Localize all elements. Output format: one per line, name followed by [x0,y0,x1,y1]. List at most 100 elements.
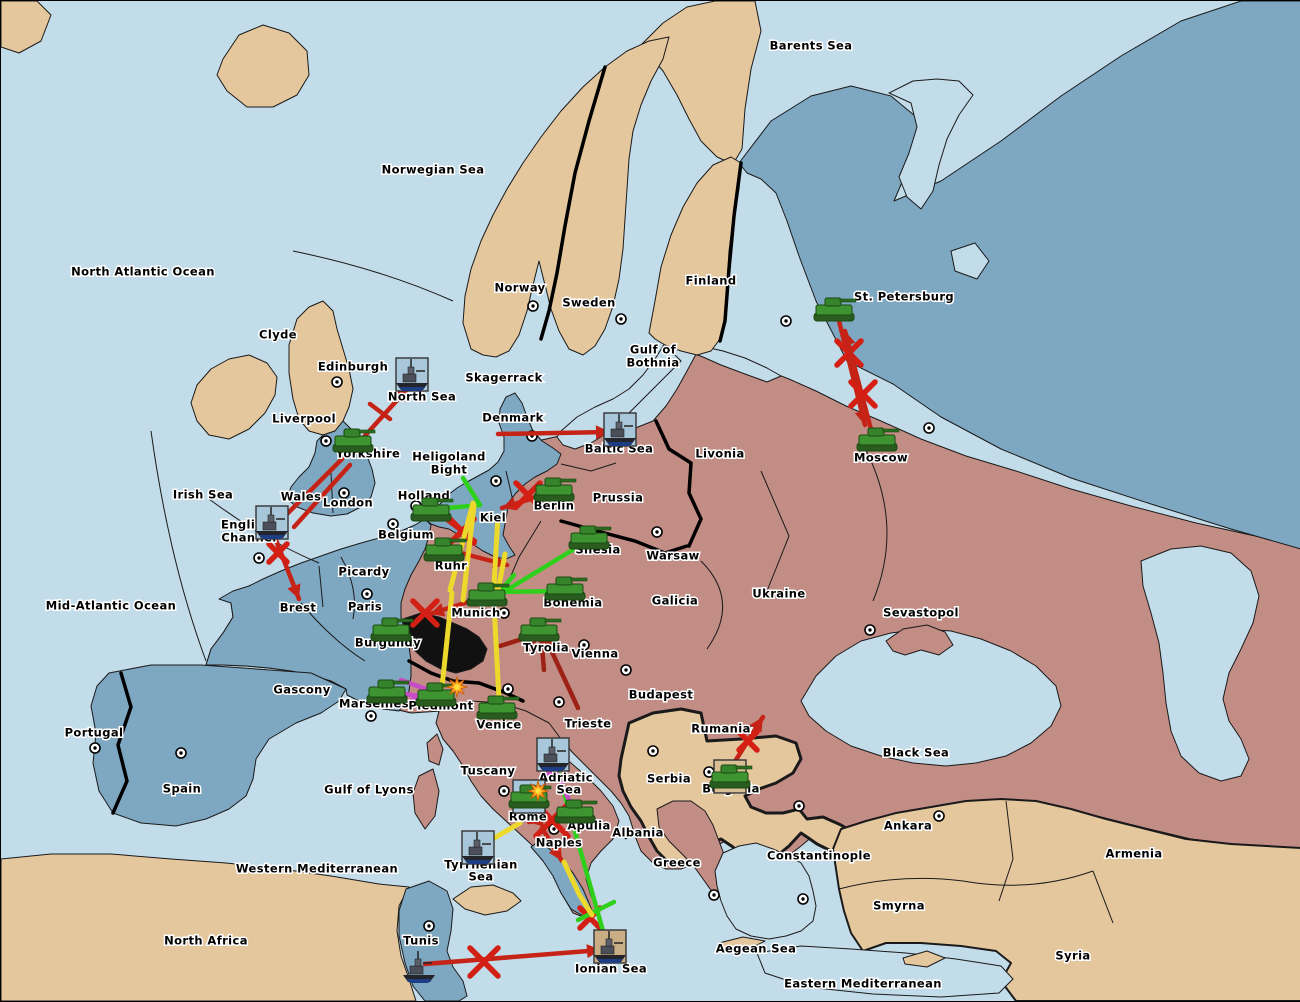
region-sardinia[interactable] [412,768,440,830]
unit-army-venice[interactable] [476,695,520,720]
region-finnmark[interactable] [640,1,762,165]
unit-fleet-north-sea[interactable] [395,357,429,392]
unit-army-apulia[interactable] [554,799,598,824]
label-sea: Sea [468,870,493,884]
region-britain-north[interactable] [288,300,354,436]
unit-fleet-tunis[interactable] [403,951,435,983]
region-cyprus[interactable] [902,950,946,968]
label-belgium: Belgium [378,528,434,542]
supply-center-edinburgh [331,376,343,388]
unit-fleet-ionian-sea[interactable] [593,929,627,964]
border-north-sea-line [292,250,454,302]
unit-army-piedmont[interactable] [415,682,459,707]
unit-army-st-petersburg[interactable] [813,297,857,322]
region-crete[interactable] [718,936,766,952]
order-line-2 [283,456,345,518]
label-smyrna: Smyrna [873,899,925,913]
label-norway: Norway [494,281,545,295]
label-armenia: Armenia [1105,847,1162,861]
region-black-sea-water[interactable] [800,628,1062,767]
unit-army-bulgaria-dislodged[interactable] [709,759,753,794]
unit-army-holland[interactable] [410,497,454,522]
region-aegean-water[interactable] [714,842,817,940]
region-turkey[interactable] [832,798,1300,1001]
unit-fleet-adriatic-sea[interactable] [536,737,570,772]
region-greenland[interactable] [1,1,52,54]
region-naples-region[interactable] [530,840,594,918]
unit-army-yorkshire[interactable] [332,428,376,453]
label-kiel: Kiel [480,511,506,525]
supply-center-london [338,487,350,499]
order-line-36 [561,859,595,918]
region-lake-ladoga[interactable] [950,242,990,280]
label-wales: Wales [281,490,322,504]
supply-center-liverpool [320,435,332,447]
unit-army-bohemia[interactable] [544,576,588,601]
region-caspian-sea[interactable] [1140,545,1260,782]
label-sweden: Sweden [562,296,615,310]
region-north-africa[interactable] [1,853,417,1001]
region-white-sea[interactable] [888,78,974,210]
unit-fleet-baltic-sea[interactable] [603,412,637,447]
unit-army-berlin[interactable] [533,477,577,502]
label-black-sea: Black Sea [883,746,949,760]
border-wales-london [330,472,334,514]
label-spain: Spain [163,782,201,796]
order-line-30 [460,502,477,603]
label-prussia: Prussia [593,491,643,505]
label-paris: Paris [348,600,382,614]
border-norway-sweden [539,65,607,341]
label-liverpool: Liverpool [272,412,336,426]
border-paris-burgundy [340,556,355,620]
order-line-33 [491,601,502,702]
region-scandinavia[interactable] [462,36,670,358]
label-picardy: Picardy [338,565,389,579]
label-moscow: Moscow [854,451,908,465]
order-line-4 [266,532,302,602]
supply-center-sevastopol [864,624,876,636]
order-line-12 [731,714,766,766]
supply-center-portugal [89,742,101,754]
label-clyde: Clyde [259,328,297,342]
unit-fleet-tyrrhenian-sea[interactable] [461,830,495,865]
border-livonia-moscow [760,470,790,592]
label-sevastopol: Sevastopol [883,606,959,620]
unit-army-burgundy[interactable] [370,617,414,642]
region-iceland[interactable] [216,24,310,108]
label-venice: Venice [476,718,521,732]
region-gulf-of-finland[interactable] [692,345,782,383]
region-eastern-med-water[interactable] [756,945,1014,998]
supply-center-warsaw [651,526,663,538]
label-eastern-mediterranean: Eastern Mediterranean [784,977,942,991]
label-ankara: Ankara [884,819,932,833]
region-crimea[interactable] [885,624,954,656]
unit-army-marseilles[interactable] [366,679,410,704]
label-galicia: Galicia [652,594,698,608]
order-line-23 [460,475,483,508]
label-gulf-of-lyons: Gulf of Lyons [324,783,414,797]
region-ireland[interactable] [190,354,278,440]
order-line-3 [291,462,353,530]
region-baltic-sea-water[interactable] [556,342,682,450]
unit-army-tyrolia[interactable] [518,617,562,642]
region-corsica[interactable] [426,733,444,766]
unit-army-moscow[interactable] [856,427,900,452]
supply-center-venice [502,683,514,695]
region-sicily[interactable] [452,884,522,916]
label-munich: Munich [451,606,500,620]
border-syria-west [1092,870,1114,924]
unit-fleet-english-channel[interactable] [255,505,289,540]
border-anatolia-line [838,870,1094,890]
supply-center-sweden [615,313,627,325]
label-st-petersburg: St. Petersburg [854,290,954,304]
unit-army-silesia[interactable] [568,525,612,550]
label-albania: Albania [612,826,664,840]
supply-center-belgium [387,518,399,530]
unit-army-ruhr[interactable] [423,537,467,562]
order-line-11 [410,598,474,628]
supply-center-st-petersburg [780,315,792,327]
region-iberia[interactable] [90,664,347,827]
unit-army-munich[interactable] [466,582,510,607]
label-adriatic: Adriatic [539,771,593,785]
